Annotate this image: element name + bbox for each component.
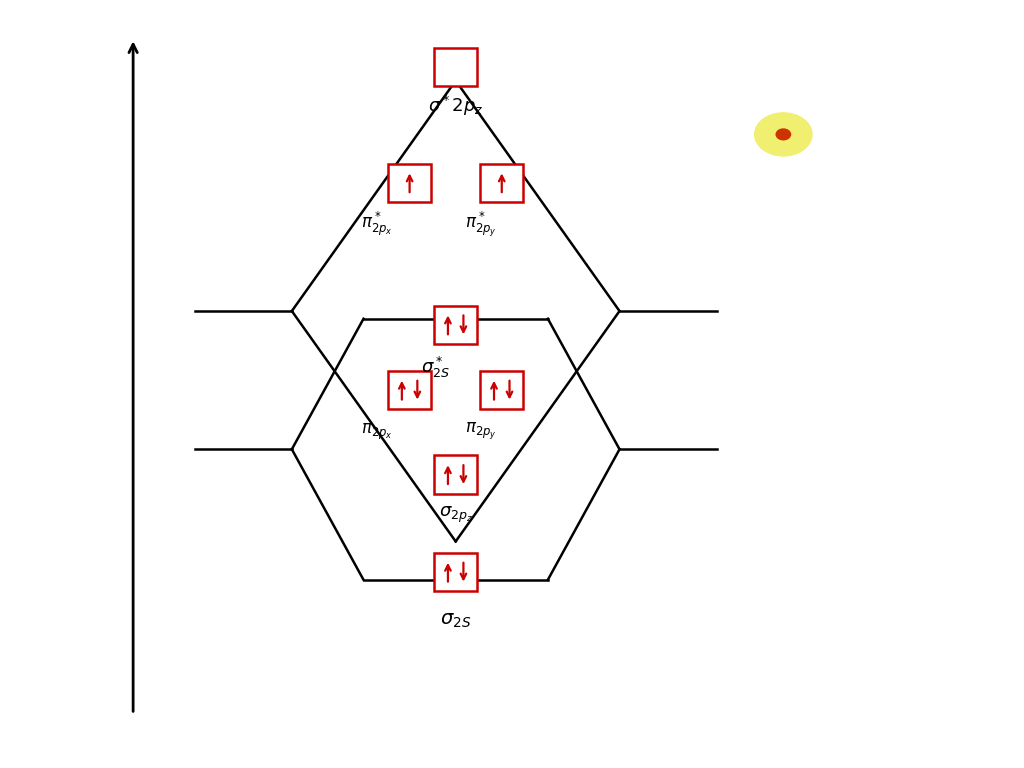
Bar: [434, 306, 477, 344]
Bar: [480, 164, 523, 202]
Circle shape: [755, 113, 812, 156]
Text: $\sigma_{2p_z}$: $\sigma_{2p_z}$: [438, 505, 473, 525]
Text: $\pi_{2p_x}$: $\pi_{2p_x}$: [361, 422, 392, 442]
Bar: [480, 371, 523, 409]
Text: $\sigma^*_{2S}$: $\sigma^*_{2S}$: [421, 355, 450, 379]
Text: $\sigma_{2S}$: $\sigma_{2S}$: [440, 611, 471, 630]
Bar: [434, 455, 477, 494]
Text: $\pi_{2p_y}$: $\pi_{2p_y}$: [466, 421, 497, 442]
Text: $\sigma^*2p_z$: $\sigma^*2p_z$: [428, 94, 483, 118]
Circle shape: [776, 129, 791, 140]
Bar: [434, 553, 477, 591]
Text: $\pi^*_{2p_y}$: $\pi^*_{2p_y}$: [466, 210, 497, 239]
Bar: [388, 164, 431, 202]
Text: $\pi^*_{2p_x}$: $\pi^*_{2p_x}$: [361, 210, 392, 238]
Bar: [388, 371, 431, 409]
Bar: [434, 48, 477, 86]
